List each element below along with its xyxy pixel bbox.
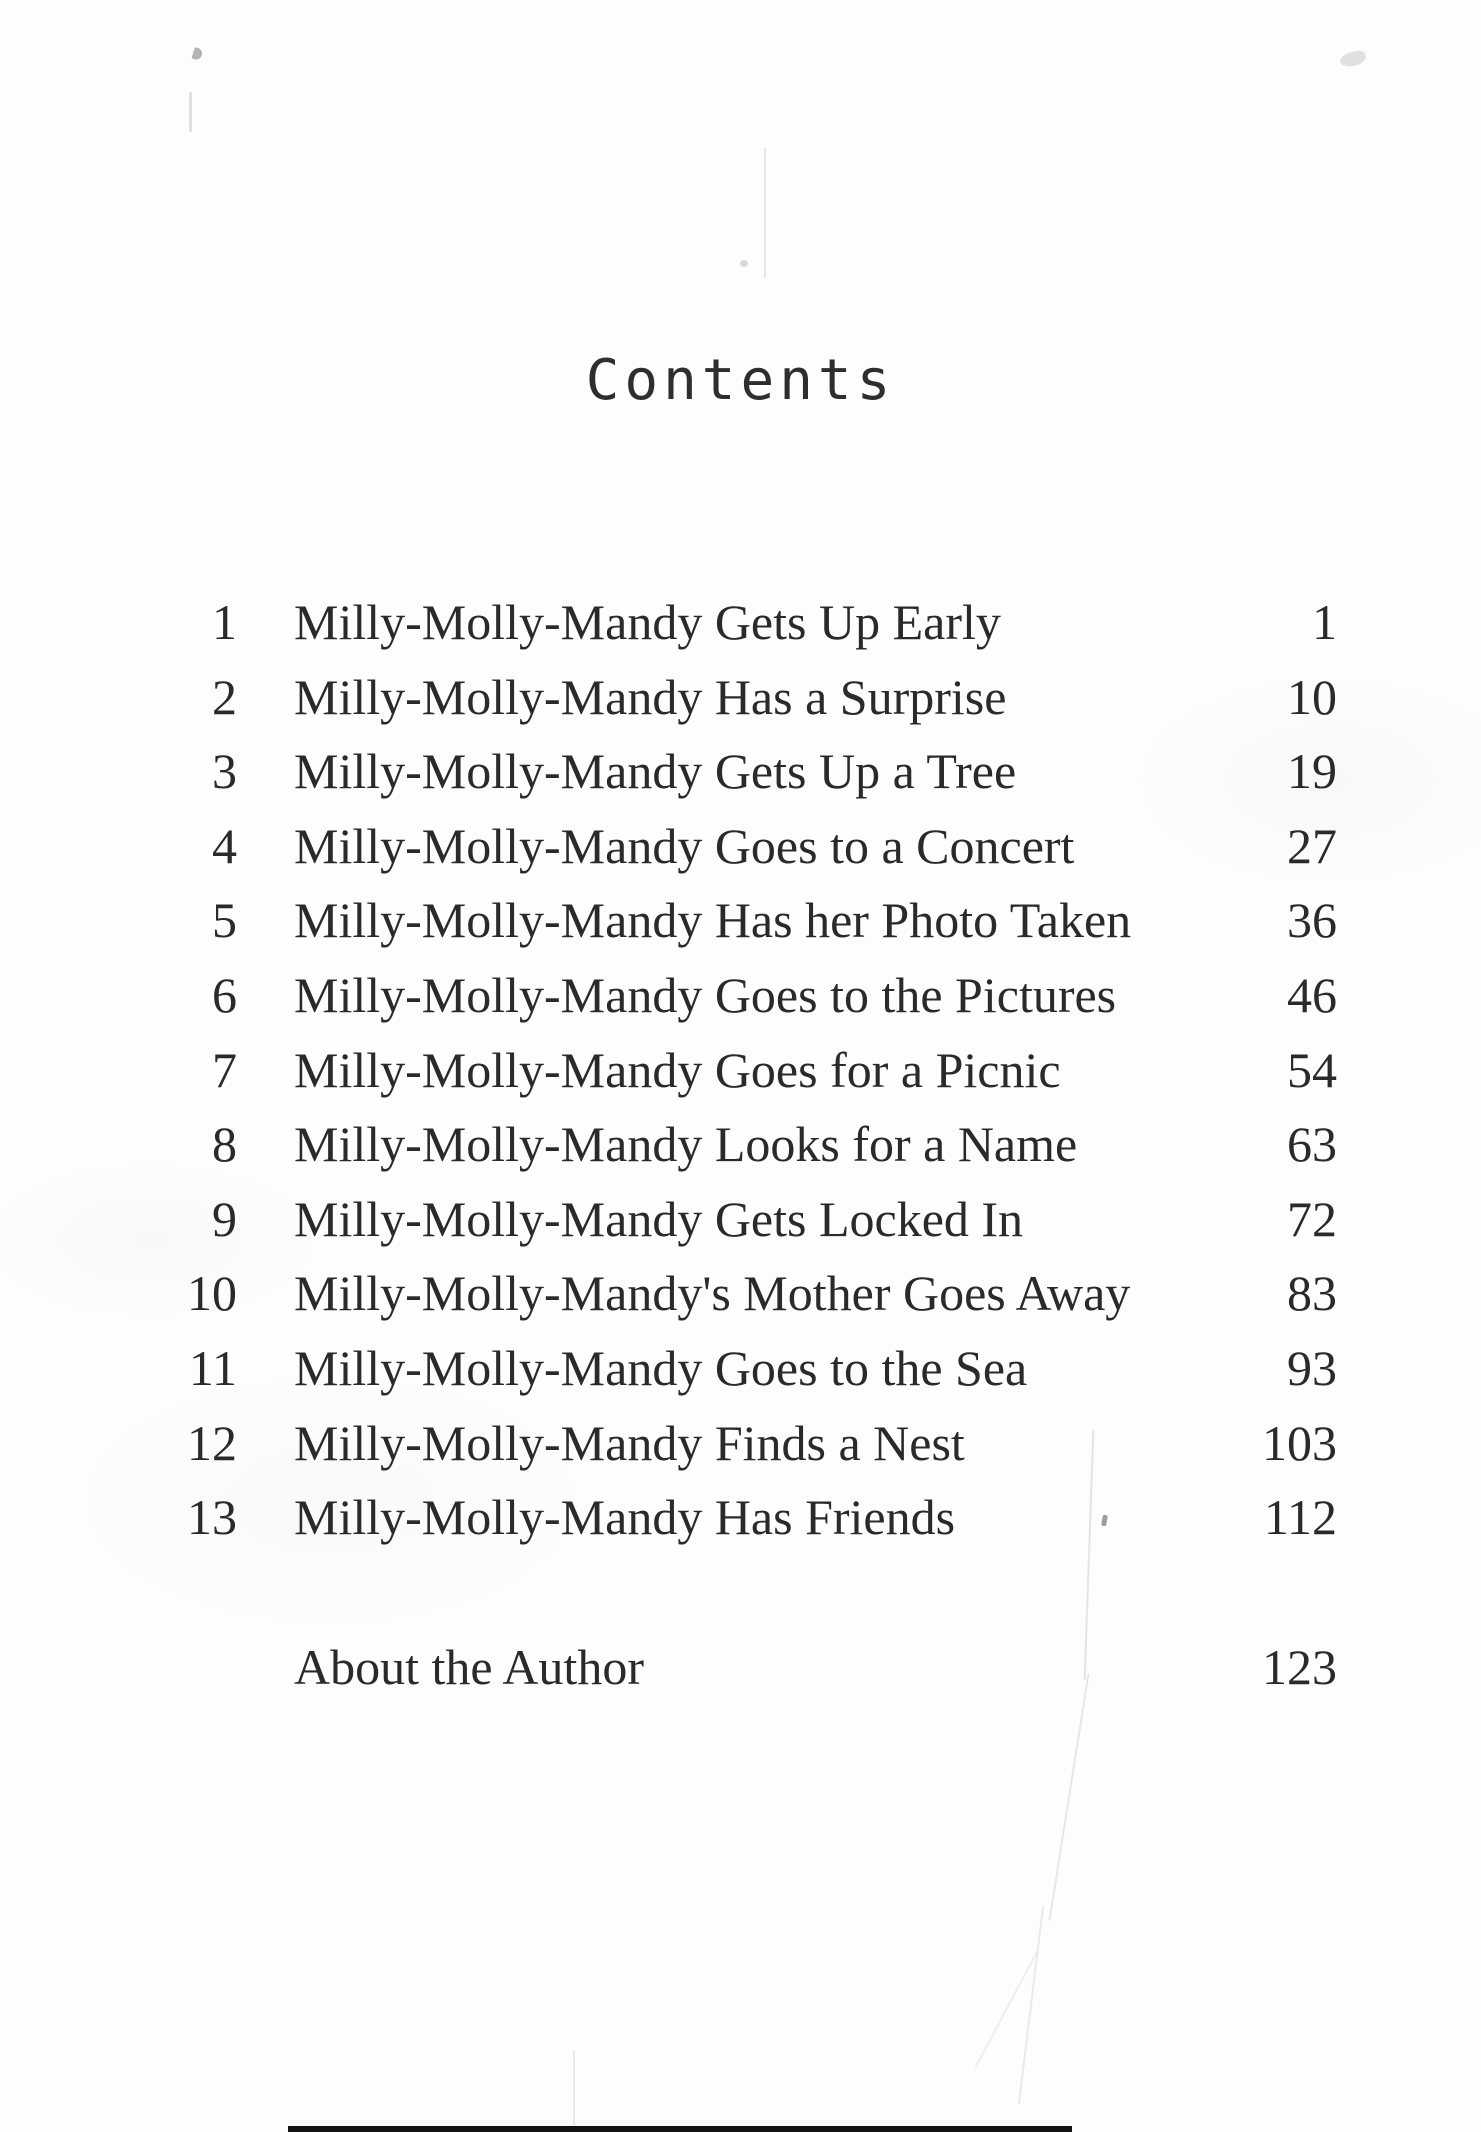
- toc-row: 7 Milly-Molly-Mandy Goes for a Picnic 54: [157, 1041, 1337, 1116]
- chapter-number: 13: [187, 1489, 237, 1546]
- toc-list: 1 Milly-Molly-Mandy Gets Up Early 1 2 Mi…: [157, 593, 1337, 1563]
- chapter-title: Milly-Molly-Mandy Has a Surprise: [294, 668, 1007, 725]
- chapter-title: Milly-Molly-Mandy Has her Photo Taken: [294, 892, 1132, 949]
- chapter-page-number: 27: [1287, 817, 1337, 874]
- chapter-title: Milly-Molly-Mandy Looks for a Name: [294, 1116, 1078, 1173]
- chapter-number: 6: [212, 966, 237, 1023]
- toc-row: 9 Milly-Molly-Mandy Gets Locked In 72: [157, 1190, 1337, 1265]
- about-the-author-page-number: 123: [1262, 1639, 1337, 1695]
- toc-row: 6 Milly-Molly-Mandy Goes to the Pictures…: [157, 966, 1337, 1041]
- scan-smudge: [573, 2050, 575, 2128]
- toc-row: 11 Milly-Molly-Mandy Goes to the Sea 93: [157, 1339, 1337, 1414]
- chapter-number: 12: [187, 1414, 237, 1471]
- chapter-number: 11: [188, 1339, 237, 1396]
- scan-edge-bar: [288, 2126, 1072, 2132]
- chapter-page-number: 93: [1287, 1339, 1337, 1396]
- about-the-author-label: About the Author: [294, 1639, 644, 1695]
- chapter-title: Milly-Molly-Mandy Gets Up Early: [294, 594, 1001, 650]
- chapter-title: Milly-Molly-Mandy Goes to a Concert: [294, 817, 1075, 874]
- page-title: Contents: [585, 348, 896, 413]
- chapter-page-number: 72: [1287, 1190, 1337, 1247]
- chapter-page-number: 63: [1287, 1116, 1337, 1173]
- chapter-page-number: 54: [1287, 1041, 1337, 1098]
- toc-row: 2 Milly-Molly-Mandy Has a Surprise 10: [157, 668, 1337, 743]
- chapter-number: 3: [212, 743, 237, 800]
- chapter-page-number: 1: [1312, 594, 1337, 650]
- chapter-page-number: 19: [1287, 743, 1337, 800]
- chapter-number: 5: [212, 892, 237, 949]
- chapter-page-number: 83: [1287, 1265, 1337, 1322]
- toc-row: 13 Milly-Molly-Mandy Has Friends 112: [157, 1488, 1337, 1563]
- scan-smudge: [740, 260, 748, 267]
- chapter-number: 9: [212, 1190, 237, 1247]
- toc-row: 5 Milly-Molly-Mandy Has her Photo Taken …: [157, 891, 1337, 966]
- toc-row: 12 Milly-Molly-Mandy Finds a Nest 103: [157, 1414, 1337, 1489]
- chapter-page-number: 36: [1287, 892, 1337, 949]
- toc-row: 4 Milly-Molly-Mandy Goes to a Concert 27: [157, 817, 1337, 892]
- chapter-title: Milly-Molly-Mandy Goes to the Pictures: [294, 966, 1117, 1023]
- chapter-title: Milly-Molly-Mandy Gets Locked In: [294, 1190, 1024, 1247]
- page-crease-line: [1048, 1673, 1090, 1921]
- toc-row: 3 Milly-Molly-Mandy Gets Up a Tree 19: [157, 742, 1337, 817]
- chapter-page-number: 112: [1263, 1489, 1337, 1546]
- toc-row: 8 Milly-Molly-Mandy Looks for a Name 63: [157, 1115, 1337, 1190]
- chapter-title: Milly-Molly-Mandy Finds a Nest: [294, 1414, 965, 1471]
- chapter-page-number: 103: [1262, 1414, 1337, 1471]
- about-the-author-row: About the Author 123: [157, 1638, 1337, 1696]
- chapter-number: 10: [187, 1265, 237, 1322]
- chapter-page-number: 46: [1287, 966, 1337, 1023]
- chapter-title: Milly-Molly-Mandy Goes to the Sea: [294, 1339, 1028, 1396]
- toc-row: 1 Milly-Molly-Mandy Gets Up Early 1: [157, 593, 1337, 668]
- chapter-number: 1: [212, 594, 237, 650]
- scan-smudge: [764, 148, 766, 278]
- chapter-number: 2: [212, 668, 237, 725]
- chapter-title: Milly-Molly-Mandy Goes for a Picnic: [294, 1041, 1061, 1098]
- chapter-number: 8: [212, 1116, 237, 1173]
- chapter-number: 7: [212, 1041, 237, 1098]
- chapter-title: Milly-Molly-Mandy's Mother Goes Away: [294, 1265, 1131, 1322]
- scan-smudge: [1338, 48, 1368, 70]
- chapter-number: 4: [212, 817, 237, 874]
- page-crease-line: [974, 1952, 1038, 2068]
- scan-smudge: [191, 46, 204, 62]
- toc-row: 10 Milly-Molly-Mandy's Mother Goes Away …: [157, 1264, 1337, 1339]
- page-crease-line: [1017, 1905, 1045, 2105]
- scan-smudge: [189, 92, 192, 132]
- chapter-page-number: 10: [1287, 668, 1337, 725]
- chapter-title: Milly-Molly-Mandy Gets Up a Tree: [294, 743, 1017, 800]
- chapter-title: Milly-Molly-Mandy Has Friends: [294, 1489, 956, 1546]
